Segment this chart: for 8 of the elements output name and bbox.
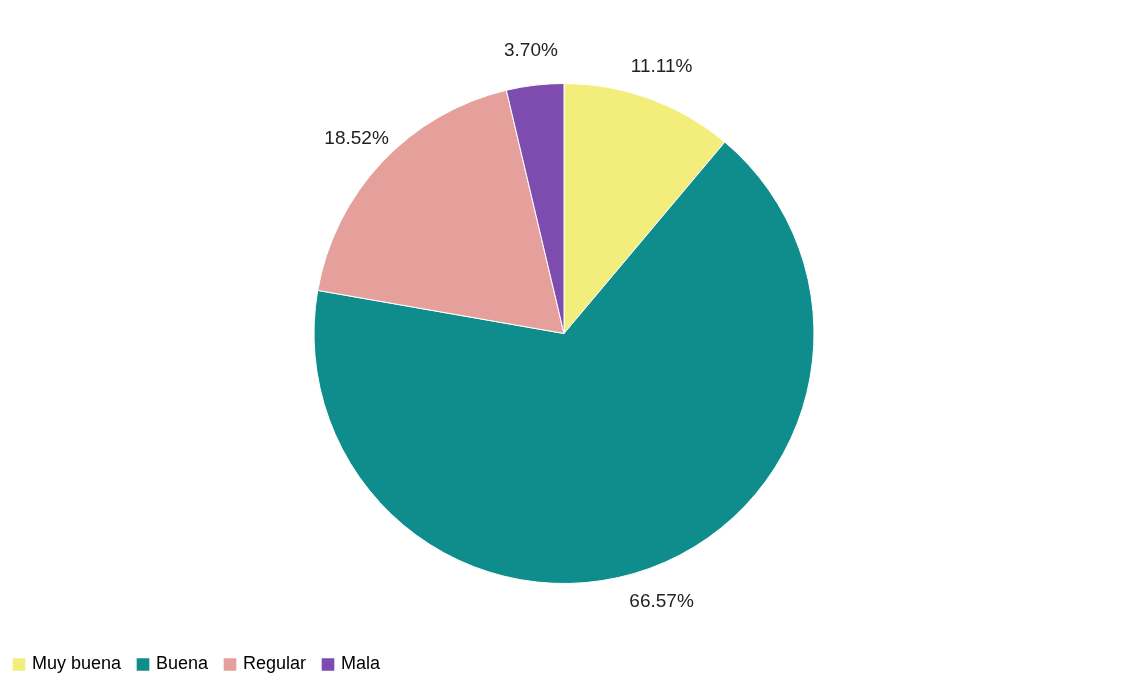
data-label: 18.52% — [324, 127, 389, 149]
legend-label: Mala — [341, 653, 381, 674]
legend-label: Buena — [156, 653, 210, 674]
data-label: 11.11% — [630, 54, 693, 76]
legend-label: Muy buena — [32, 653, 123, 674]
data-label: 66.57% — [629, 590, 694, 612]
data-label: 3.70% — [503, 39, 558, 61]
legend-label: Regular — [243, 653, 307, 674]
